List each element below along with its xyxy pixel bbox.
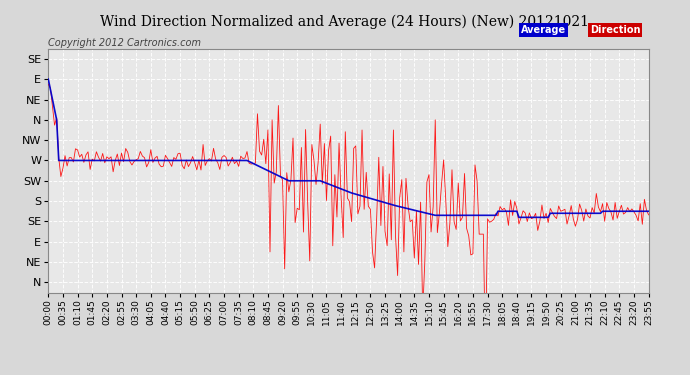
Text: Direction: Direction xyxy=(590,25,640,35)
Text: Copyright 2012 Cartronics.com: Copyright 2012 Cartronics.com xyxy=(48,38,201,48)
Text: Wind Direction Normalized and Average (24 Hours) (New) 20121021: Wind Direction Normalized and Average (2… xyxy=(101,15,589,29)
Text: Average: Average xyxy=(521,25,566,35)
